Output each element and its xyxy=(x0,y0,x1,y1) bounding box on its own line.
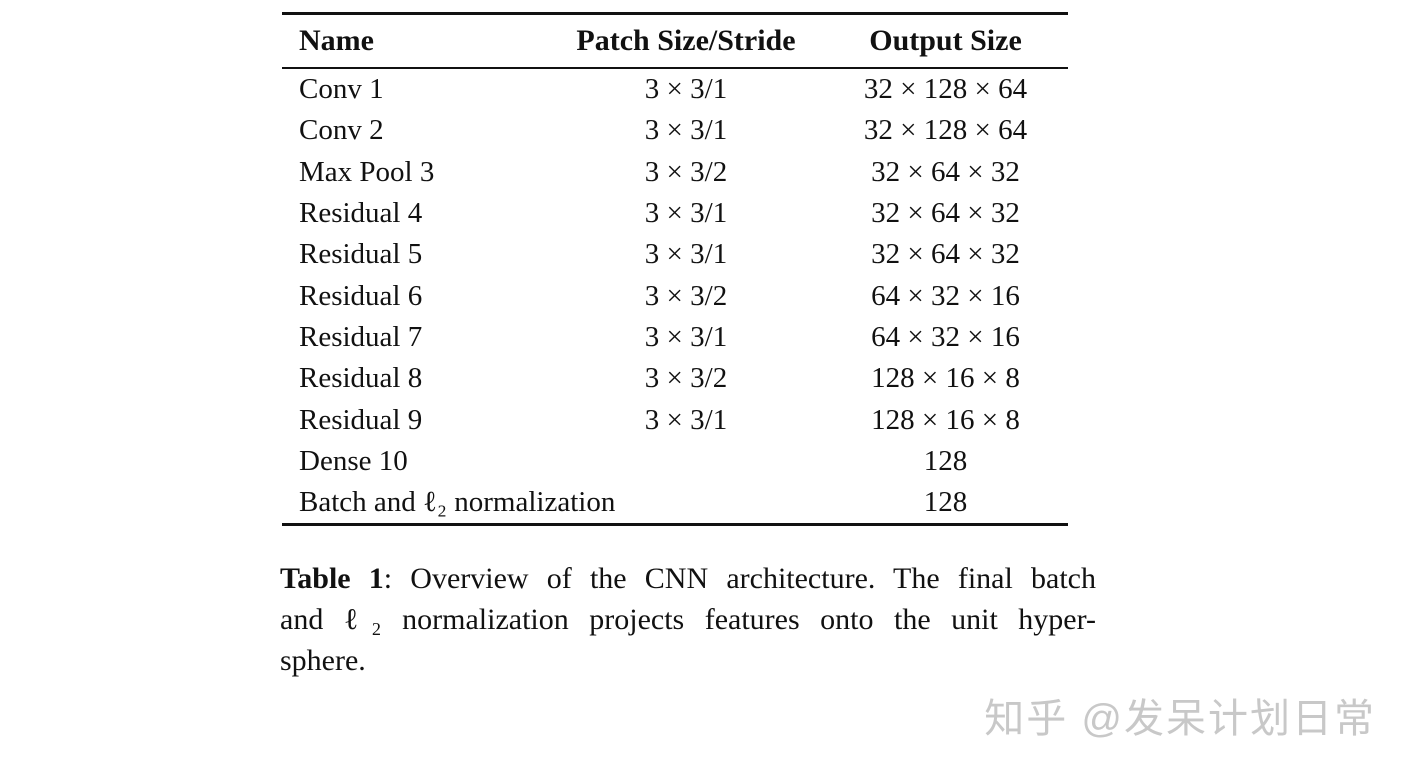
table-row: Residual 9 3 × 3/1 128 × 16 × 8 xyxy=(282,399,1068,440)
table-top-rule xyxy=(282,12,1068,15)
cell-patch: 3 × 3/2 xyxy=(644,279,728,312)
cell-name: Conv 1 xyxy=(299,73,384,106)
table-row: Batch and ℓ₂ normalization 128 xyxy=(282,482,1068,523)
cell-patch: 3 × 3/2 xyxy=(644,155,728,188)
cell-output: 32 × 64 × 32 xyxy=(871,155,1020,188)
table-row: Residual 7 3 × 3/1 64 × 32 × 16 xyxy=(282,317,1068,358)
cell-output: 32 × 64 × 32 xyxy=(871,197,1020,230)
caption-label: Table 1 xyxy=(280,562,384,595)
cell-name: Residual 5 xyxy=(299,238,423,271)
header-patch: Patch Size/Stride xyxy=(576,24,796,57)
table-row: Residual 8 3 × 3/2 128 × 16 × 8 xyxy=(282,358,1068,399)
table-row: Max Pool 3 3 × 3/2 32 × 64 × 32 xyxy=(282,152,1068,193)
table-header-row: Name Patch Size/Stride Output Size xyxy=(282,15,1068,67)
cell-name: Max Pool 3 xyxy=(299,155,435,188)
cnn-architecture-table: Name Patch Size/Stride Output Size Conv … xyxy=(282,12,1068,527)
cell-output: 32 × 128 × 64 xyxy=(863,73,1028,106)
cell-patch: 3 × 3/1 xyxy=(644,197,728,230)
cell-patch: 3 × 3/1 xyxy=(644,403,728,436)
cell-output: 64 × 32 × 16 xyxy=(871,320,1020,353)
cell-output: 128 × 16 × 8 xyxy=(871,403,1020,436)
cell-output: 128 × 16 × 8 xyxy=(871,362,1020,395)
cell-output: 128 xyxy=(923,444,968,477)
table-row: Conv 1 3 × 3/1 32 × 128 × 64 xyxy=(282,69,1068,110)
cell-name: Dense 10 xyxy=(299,444,408,477)
cell-name: Residual 7 xyxy=(299,320,423,353)
cell-name: Residual 4 xyxy=(299,197,423,230)
header-output: Output Size xyxy=(869,24,1022,57)
table-row: Residual 6 3 × 3/2 64 × 32 × 16 xyxy=(282,275,1068,316)
cell-name: Batch and ℓ₂ normalization xyxy=(299,486,616,519)
table-row: Residual 4 3 × 3/1 32 × 64 × 32 xyxy=(282,193,1068,234)
cell-name: Residual 6 xyxy=(299,279,423,312)
cell-patch: 3 × 3/2 xyxy=(644,362,728,395)
table-caption: Table 1: Overview of the CNN architectur… xyxy=(280,558,1096,681)
caption-line-2: and ℓ₂ normalization projects features o… xyxy=(280,603,1096,636)
caption-text-1: : Overview of the CNN architecture. The … xyxy=(383,562,1096,595)
cell-output: 64 × 32 × 16 xyxy=(871,279,1020,312)
cell-output: 32 × 64 × 32 xyxy=(871,238,1020,271)
table-header-rule xyxy=(282,67,1068,69)
cell-patch: 3 × 3/1 xyxy=(644,73,728,106)
cell-name: Conv 2 xyxy=(299,114,384,147)
zhihu-watermark: 知乎 @发呆计划日常 xyxy=(984,697,1376,741)
table-row: Conv 2 3 × 3/1 32 × 128 × 64 xyxy=(282,110,1068,151)
cell-output: 128 xyxy=(923,486,968,519)
table-row: Residual 5 3 × 3/1 32 × 64 × 32 xyxy=(282,234,1068,275)
table-row: Dense 10 128 xyxy=(282,441,1068,482)
header-name: Name xyxy=(299,24,374,57)
cell-patch: 3 × 3/1 xyxy=(644,238,728,271)
caption-line-1: Table 1: Overview of the CNN architectur… xyxy=(280,558,1096,599)
cell-name: Residual 8 xyxy=(299,362,423,395)
table-bottom-rule xyxy=(282,523,1068,527)
cell-patch: 3 × 3/1 xyxy=(644,114,728,147)
table-body: Conv 1 3 × 3/1 32 × 128 × 64 Conv 2 3 × … xyxy=(282,69,1068,523)
cell-patch: 3 × 3/1 xyxy=(644,320,728,353)
cell-output: 32 × 128 × 64 xyxy=(863,114,1028,147)
cell-name: Residual 9 xyxy=(299,403,423,436)
caption-line-3: sphere. xyxy=(280,644,366,677)
